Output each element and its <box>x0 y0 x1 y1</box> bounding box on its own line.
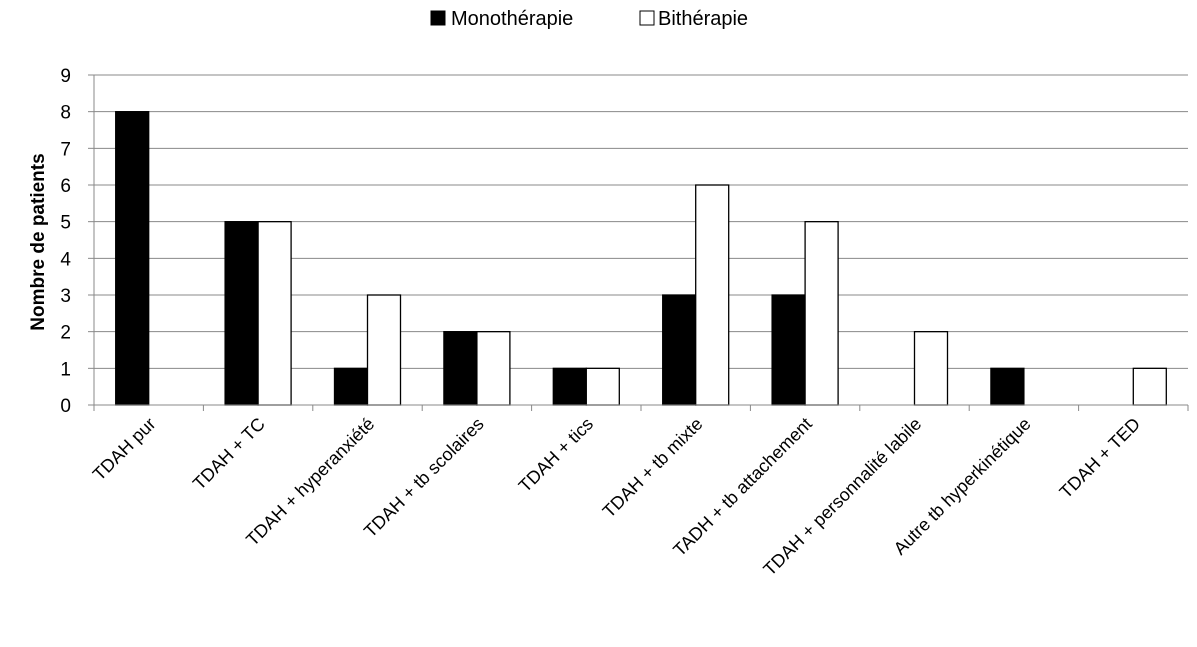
bar-monotherapie <box>443 331 478 406</box>
legend-swatch-bitherapie <box>639 10 655 26</box>
bars <box>115 111 1167 406</box>
bar-bitherapie <box>257 221 292 406</box>
y-tick-label: 2 <box>60 323 71 344</box>
bar-monotherapie <box>771 294 806 406</box>
bar-bitherapie <box>804 221 839 406</box>
x-category-label: TDAH + tics <box>515 414 597 496</box>
y-tick-label: 5 <box>60 213 71 234</box>
y-tick-label: 6 <box>60 176 71 197</box>
bar-bitherapie <box>476 331 511 406</box>
bar-monotherapie <box>662 294 697 406</box>
bar-monotherapie <box>333 367 369 406</box>
y-tick-labels: 0 1 2 3 4 5 6 7 8 9 <box>60 66 71 417</box>
x-category-label: TDAH + TED <box>1056 414 1145 503</box>
bar-monotherapie <box>552 367 587 406</box>
bar-bitherapie <box>1132 367 1167 406</box>
y-tick-label: 4 <box>60 249 71 270</box>
legend-label-monotherapie: Monothérapie <box>451 8 573 30</box>
bar-monotherapie <box>990 367 1025 406</box>
y-tick-label: 3 <box>60 286 71 307</box>
legend-label-bitherapie: Bithérapie <box>658 8 748 30</box>
y-tick-label: 0 <box>60 396 71 417</box>
legend: Monothérapie Bithérapie <box>430 8 748 30</box>
y-tick-label: 9 <box>60 66 71 87</box>
legend-swatch-monotherapie <box>430 10 446 26</box>
x-category-label: TDAH + tb mixte <box>599 414 707 522</box>
x-category-label: TDAH + tb scolaires <box>360 414 488 542</box>
y-tick-label: 7 <box>60 139 71 160</box>
y-tick-label: 8 <box>60 103 71 124</box>
bar-monotherapie <box>115 111 150 406</box>
x-category-label: TDAH + TC <box>189 414 269 494</box>
y-axis-title: Nombre de patients <box>28 153 49 330</box>
bar-bitherapie <box>366 294 402 406</box>
y-tick-label: 1 <box>60 359 71 380</box>
bar-bitherapie <box>585 367 620 406</box>
bar-bitherapie <box>695 184 730 406</box>
x-category-label: TDAH pur <box>89 414 160 485</box>
bar-monotherapie <box>224 221 259 406</box>
axes <box>93 75 1189 411</box>
bar-bitherapie <box>913 331 949 406</box>
